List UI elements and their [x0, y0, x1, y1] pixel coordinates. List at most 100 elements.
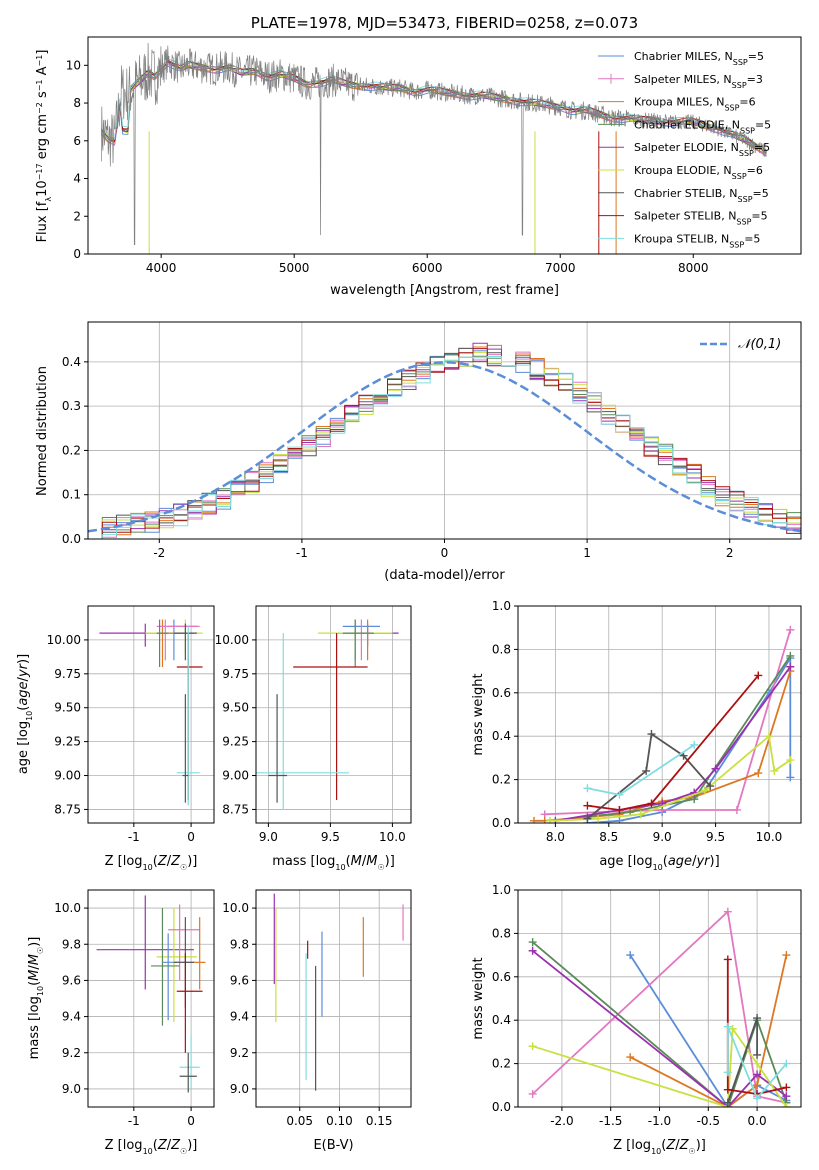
mass-weight-marker — [754, 671, 763, 680]
errorbar-data — [99, 619, 203, 806]
x-tick-label: 8.5 — [599, 830, 618, 844]
legend-label: Kroupa ELODIE, NSSP=6 — [634, 164, 763, 181]
mass-weight-marker — [528, 1089, 537, 1098]
y-axis-label: mass weight — [471, 673, 486, 755]
y-tick-label: 0.2 — [492, 773, 511, 787]
residual-histogram — [88, 356, 801, 539]
y-tick-label: 9.25 — [54, 735, 81, 749]
mass-weight-marker — [723, 955, 732, 964]
mass-weight-marker — [753, 1081, 762, 1090]
y-tick-label: 9.6 — [62, 973, 81, 987]
y-tick-label: 9.75 — [222, 667, 249, 681]
mass-weight-line — [544, 629, 792, 816]
mass-weight-marker — [753, 1050, 762, 1059]
y-tick-label: 9.2 — [230, 1046, 249, 1060]
y-tick-label: 8.75 — [54, 802, 81, 816]
x-tick-label: 7000 — [545, 261, 576, 275]
y-tick-label: 1.0 — [492, 599, 511, 613]
mass-weight-marker — [583, 784, 592, 793]
mass-weight-marker — [528, 1042, 537, 1051]
legend: Chabrier MILES, NSSP=5 Salpeter MILES, NS… — [598, 50, 771, 249]
y-tick-label: 9.2 — [62, 1046, 81, 1060]
errorbar-data — [96, 895, 206, 1093]
legend-label: Salpeter STELIB, NSSP=5 — [634, 210, 768, 227]
y-tick-label: 9.00 — [222, 769, 249, 783]
axes-frame — [255, 605, 412, 824]
mass-weight-marker — [706, 782, 715, 791]
mass-weight-marker — [594, 814, 603, 823]
legend-label: Kroupa STELIB, NSSP=5 — [634, 232, 760, 249]
mass-weight-marker — [770, 766, 779, 775]
x-tick-label: 4000 — [146, 261, 177, 275]
x-tick-label: -2.0 — [550, 1114, 573, 1128]
legend-label: Chabrier ELODIE, NSSP=5 — [634, 118, 771, 135]
y-tick-label: 9.75 — [54, 667, 81, 681]
spectrum-data — [100, 42, 767, 254]
y-tick-label: 0.0 — [62, 532, 81, 546]
y-axis-label: Normed distribution — [35, 366, 50, 496]
x-tick-label: 0.05 — [286, 1114, 313, 1128]
y-tick-label: 0.6 — [492, 686, 511, 700]
mass-weight-marker — [753, 1059, 762, 1068]
errorbar-data — [256, 619, 399, 810]
mass-weight-marker — [786, 773, 795, 782]
x-tick-label: -1.0 — [648, 1114, 671, 1128]
x-tick-label: -1 — [296, 546, 308, 560]
mass-weight-marker — [647, 799, 656, 808]
mass-weight-line — [587, 674, 759, 811]
mass-weight-marker — [786, 651, 795, 660]
mass-weight-marker — [732, 805, 741, 814]
x-axis-label: E(B-V) — [313, 1138, 353, 1153]
x-tick-label: 9.0 — [259, 830, 278, 844]
y-tick-label: 2 — [73, 209, 81, 223]
z-massweight-axes: -2.0 -1.5 -1.0 -0.5 0.0 0.0 0.2 0.4 0.6 0.8 1.0 Z [… — [471, 883, 802, 1156]
mass-weight-line — [629, 954, 788, 1107]
x-tick-label: 0 — [187, 1114, 195, 1128]
mass-weight-marker — [782, 1083, 791, 1092]
y-tick-label: 9.6 — [230, 973, 249, 987]
x-tick-label: 5000 — [279, 261, 310, 275]
mass-weight-marker — [782, 1059, 791, 1068]
mass-weight-marker — [690, 740, 699, 749]
mass-weight-marker — [782, 1103, 791, 1107]
x-tick-label: 1 — [583, 546, 591, 560]
mass-weight-marker — [626, 951, 635, 960]
x-tick-label: 0 — [441, 546, 449, 560]
y-axis-label: mass [log10(M/M☉)] — [27, 937, 45, 1060]
mass-weight-marker — [782, 951, 791, 960]
x-axis-label: mass [log10(M/M☉)] — [272, 854, 395, 872]
y-tick-label: 1.0 — [492, 883, 511, 897]
x-axis-label: Z [log10(Z/Z☉)] — [105, 854, 198, 872]
mass-weight-marker — [723, 1022, 732, 1031]
mass-weight-marker — [647, 730, 656, 739]
y-tick-label: 0.4 — [492, 1013, 511, 1027]
y-tick-label: 10 — [66, 58, 81, 72]
y-tick-label: 0.2 — [62, 443, 81, 457]
x-tick-label: 0 — [187, 830, 195, 844]
x-axis-label: (data-model)/error — [384, 568, 505, 583]
legend-label: Chabrier MILES, NSSP=5 — [634, 50, 764, 67]
histogram-data — [88, 342, 801, 539]
mass-weight-marker — [528, 946, 537, 955]
axes-frame — [87, 605, 215, 824]
mass-weight-marker — [764, 732, 773, 741]
histogram-axes: -2 -1 0 1 2 0.0 0.1 0.2 0.3 0.4 (data-model)/error… — [35, 321, 802, 583]
y-tick-label: 9.8 — [230, 937, 249, 951]
legend-label: 𝒩(0,1) — [738, 337, 781, 352]
x-tick-label: -1 — [128, 830, 140, 844]
x-tick-label: 0.10 — [326, 1114, 353, 1128]
y-tick-label: 0.3 — [62, 399, 81, 413]
mass-weight-marker — [754, 769, 763, 778]
x-tick-label: 9.5 — [321, 830, 340, 844]
mass-weight-marker — [530, 816, 539, 823]
y-tick-label: 6 — [73, 134, 81, 148]
y-tick-label: 8.75 — [222, 802, 249, 816]
mass-weight-line — [531, 909, 787, 1104]
x-tick-label: 0.15 — [366, 1114, 393, 1128]
y-axis-label: age [log10(age/yr)] — [16, 654, 34, 774]
y-tick-label: 0.4 — [492, 729, 511, 743]
mass-weight-marker — [723, 907, 732, 916]
mass-weight-marker — [753, 1014, 762, 1023]
x-tick-label: 8000 — [678, 261, 709, 275]
